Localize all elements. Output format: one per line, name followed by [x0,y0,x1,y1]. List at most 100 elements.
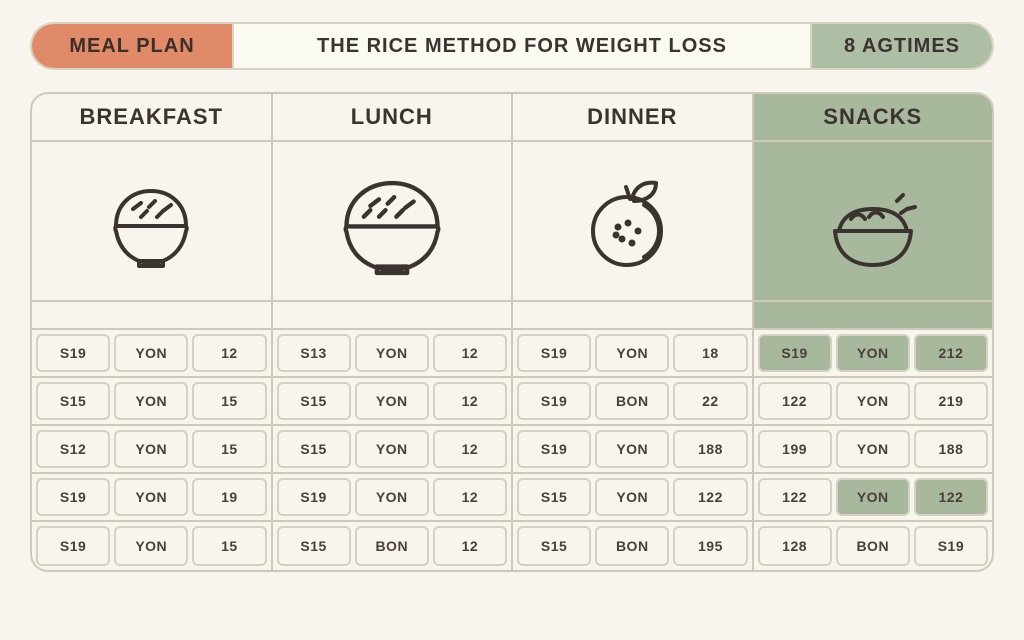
data-cell: YON [595,478,669,516]
data-cell: S19 [517,430,591,468]
column-header-snacks: SNACKS [754,94,993,140]
data-group: S15YON122 [513,474,754,520]
data-cell: YON [114,430,188,468]
data-cell: BON [836,526,910,566]
data-cell: BON [595,526,669,566]
data-cell: S19 [36,526,110,566]
data-cell: YON [114,382,188,420]
data-cell: S15 [277,430,351,468]
meal-plan-table: BREAKFASTLUNCHDINNERSNACKS [30,92,994,572]
data-group: 199YON188 [754,426,993,472]
data-group: S19YON12 [273,474,514,520]
data-cell: 122 [758,478,832,516]
data-cell: S15 [36,382,110,420]
header-meal-plan: MEAL PLAN [32,24,232,68]
data-cell: 12 [433,382,507,420]
data-cell: 195 [673,526,747,566]
data-cell: S15 [277,526,351,566]
breakfast-icon-cell [32,142,273,300]
data-cell: S15 [277,382,351,420]
data-group: S15BON195 [513,522,754,570]
data-group: S19YON188 [513,426,754,472]
header-bar: MEAL PLAN THE RICE METHOD FOR WEIGHT LOS… [30,22,994,70]
data-cell: YON [355,430,429,468]
data-cell: YON [114,526,188,566]
data-group: S15YON15 [32,378,273,424]
data-cell: 12 [433,478,507,516]
data-cell: 122 [914,478,988,516]
data-cell: YON [595,334,669,372]
snack-bowl-icon [813,161,933,281]
data-group: S15YON12 [273,426,514,472]
header-times: 8 AGTIMES [812,24,992,68]
header-title: THE RICE METHOD FOR WEIGHT LOSS [232,24,812,68]
data-cell: 15 [192,430,266,468]
data-cell: S19 [36,334,110,372]
data-cell: 128 [758,526,832,566]
data-group: 128BONS19 [754,522,993,570]
data-cell: 122 [673,478,747,516]
data-cell: 15 [192,382,266,420]
data-cell: 212 [914,334,988,372]
data-cell: S19 [517,334,591,372]
data-group: S12YON15 [32,426,273,472]
data-cell: BON [355,526,429,566]
data-group: S19YON18 [513,330,754,376]
data-cell: S15 [517,478,591,516]
data-cell: 15 [192,526,266,566]
data-cell: YON [836,430,910,468]
rice-bowl-icon [327,156,457,286]
data-cell: 12 [433,526,507,566]
column-header-dinner: DINNER [513,94,754,140]
data-cell: YON [836,334,910,372]
data-cell: YON [836,382,910,420]
data-cell: YON [595,430,669,468]
data-cell: YON [355,334,429,372]
snacks-icon-cell [754,142,993,300]
data-group: S19YON212 [754,330,993,376]
data-group: 122YON122 [754,474,993,520]
table-row: S12YON15S15YON12S19YON188199YON188 [32,426,992,474]
column-headers: BREAKFASTLUNCHDINNERSNACKS [32,94,992,142]
data-cell: S19 [517,382,591,420]
data-cell: S15 [517,526,591,566]
data-cell: 219 [914,382,988,420]
data-cell: YON [836,478,910,516]
data-group: S13YON12 [273,330,514,376]
data-group: 122YON219 [754,378,993,424]
lunch-icon-cell [273,142,514,300]
table-row: S19YON19S19YON12S15YON122122YON122 [32,474,992,522]
column-header-lunch: LUNCH [273,94,514,140]
spacer-row [32,302,992,330]
data-cell: S13 [277,334,351,372]
data-cell: 122 [758,382,832,420]
data-group: S19YON15 [32,522,273,570]
table-row: S15YON15S15YON12S19BON22122YON219 [32,378,992,426]
data-cell: S19 [277,478,351,516]
data-group: S19YON12 [32,330,273,376]
data-cell: 188 [673,430,747,468]
rice-bowl-icon [91,161,211,281]
data-cell: 199 [758,430,832,468]
icon-row [32,142,992,302]
data-cell: S19 [914,526,988,566]
table-row: S19YON15S15BON12S15BON195128BONS19 [32,522,992,570]
data-cell: YON [114,478,188,516]
table-row: S19YON12S13YON12S19YON18S19YON212 [32,330,992,378]
data-group: S15YON12 [273,378,514,424]
data-cell: 188 [914,430,988,468]
data-cell: 12 [433,430,507,468]
data-cell: YON [355,382,429,420]
data-cell: 22 [673,382,747,420]
data-cell: YON [355,478,429,516]
data-cell: S12 [36,430,110,468]
data-cell: BON [595,382,669,420]
data-group: S19BON22 [513,378,754,424]
dinner-icon-cell [513,142,754,300]
data-cell: YON [114,334,188,372]
data-cell: 19 [192,478,266,516]
peach-icon [572,161,692,281]
data-cell: S19 [36,478,110,516]
data-group: S19YON19 [32,474,273,520]
data-cell: 12 [433,334,507,372]
